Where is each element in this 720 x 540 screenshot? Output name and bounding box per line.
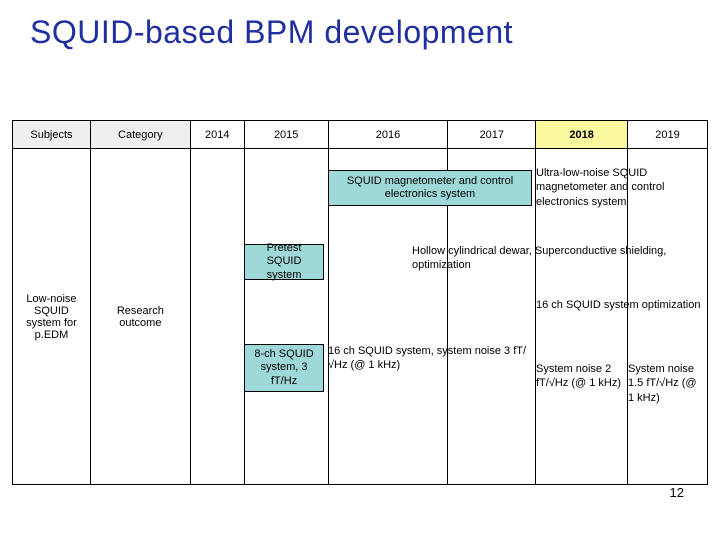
bar-8ch-squid: 8-ch SQUID system, 3 fT/Hz [244, 344, 324, 392]
col-category: Category [90, 121, 190, 149]
text-noise-2ft: System noise 2 fT/√Hz (@ 1 kHz) [536, 362, 624, 391]
col-2016: 2016 [328, 121, 448, 149]
overlay-content: SQUID magnetometer and control electroni… [190, 152, 708, 484]
col-2014: 2014 [190, 121, 244, 149]
col-2018: 2018 [536, 121, 628, 149]
text-ultra-low-noise: Ultra-low-noise SQUID magnetometer and c… [536, 166, 704, 209]
bar-squid-magnetometer: SQUID magnetometer and control electroni… [328, 170, 532, 206]
text-hollow-dewar: Hollow cylindrical dewar, Superconductiv… [412, 244, 704, 273]
col-2019: 2019 [628, 121, 708, 149]
col-2017: 2017 [448, 121, 536, 149]
page-number: 12 [670, 485, 684, 500]
text-noise-1-5ft: System noise 1.5 fT/√Hz (@ 1 kHz) [628, 362, 704, 405]
text-16ch-optimization: 16 ch SQUID system optimization [536, 298, 704, 312]
cell-category: Research outcome [90, 149, 190, 485]
bar-pretest-squid: Pretest SQUID system [244, 244, 324, 280]
header-row: Subjects Category 2014 2015 2016 2017 20… [13, 121, 708, 149]
col-2015: 2015 [244, 121, 328, 149]
page-title: SQUID-based BPM development [0, 0, 720, 51]
cell-subject: Low-noise SQUID system for p.EDM [13, 149, 91, 485]
col-subjects: Subjects [13, 121, 91, 149]
text-16ch-system: 16 ch SQUID system, system noise 3 fT/√H… [328, 344, 532, 373]
